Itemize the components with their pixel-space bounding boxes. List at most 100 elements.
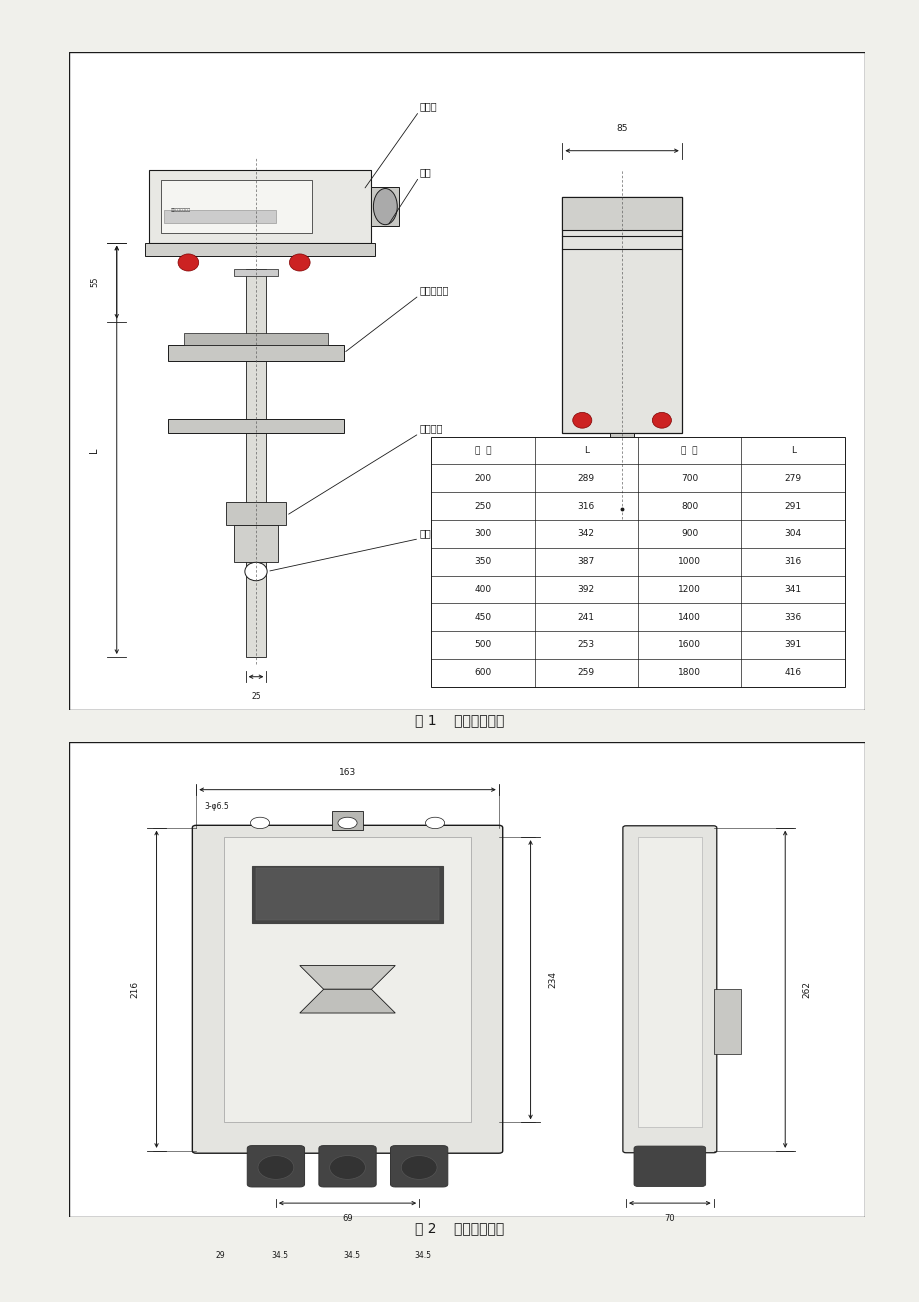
Text: 500: 500 bbox=[473, 641, 491, 650]
Bar bbox=[168, 345, 343, 361]
Text: 289: 289 bbox=[577, 474, 595, 483]
Bar bbox=[144, 242, 375, 256]
Text: 34.5: 34.5 bbox=[271, 1251, 288, 1259]
Text: 1600: 1600 bbox=[677, 641, 700, 650]
Bar bbox=[184, 333, 327, 345]
Text: 234: 234 bbox=[548, 971, 557, 988]
FancyBboxPatch shape bbox=[247, 1146, 304, 1187]
Text: 387: 387 bbox=[577, 557, 595, 566]
Bar bbox=[245, 270, 267, 658]
Circle shape bbox=[425, 818, 444, 828]
Text: 279: 279 bbox=[784, 474, 800, 483]
Text: 34.5: 34.5 bbox=[414, 1251, 431, 1259]
Bar bbox=[168, 419, 343, 434]
Text: 70: 70 bbox=[664, 1213, 675, 1223]
Bar bbox=[233, 526, 278, 561]
Text: 口  径: 口 径 bbox=[474, 447, 491, 456]
FancyBboxPatch shape bbox=[390, 1146, 448, 1187]
Text: 图 2    分离型转换器: 图 2 分离型转换器 bbox=[414, 1221, 505, 1234]
Text: 800: 800 bbox=[680, 501, 698, 510]
Text: 450: 450 bbox=[473, 613, 491, 621]
Text: 600: 600 bbox=[473, 668, 491, 677]
Bar bbox=[165, 210, 276, 223]
Text: 350: 350 bbox=[473, 557, 491, 566]
Bar bbox=[160, 180, 312, 233]
Text: 241: 241 bbox=[577, 613, 594, 621]
Text: 口  径: 口 径 bbox=[681, 447, 698, 456]
Circle shape bbox=[289, 254, 310, 271]
Text: 1000: 1000 bbox=[677, 557, 700, 566]
Text: 图 1    分离型传感器: 图 1 分离型传感器 bbox=[414, 713, 505, 727]
Ellipse shape bbox=[257, 1156, 293, 1180]
Text: 1400: 1400 bbox=[677, 613, 700, 621]
Text: 200: 200 bbox=[473, 474, 491, 483]
Text: 55: 55 bbox=[90, 277, 99, 288]
Polygon shape bbox=[300, 990, 395, 1013]
Text: 电极: 电极 bbox=[419, 529, 430, 539]
Bar bbox=[431, 436, 844, 686]
Text: 探头组件: 探头组件 bbox=[419, 423, 442, 434]
Bar bbox=[233, 270, 278, 276]
Bar bbox=[252, 866, 443, 923]
Text: 416: 416 bbox=[784, 668, 800, 677]
Text: 259: 259 bbox=[577, 668, 595, 677]
Bar bbox=[562, 197, 681, 229]
Bar bbox=[637, 837, 701, 1128]
Text: 1200: 1200 bbox=[677, 585, 700, 594]
Text: 900: 900 bbox=[680, 530, 698, 539]
Bar bbox=[225, 503, 286, 526]
Text: 300: 300 bbox=[473, 530, 491, 539]
Circle shape bbox=[337, 818, 357, 828]
Text: 连接杆组件: 连接杆组件 bbox=[419, 285, 448, 296]
Ellipse shape bbox=[329, 1156, 365, 1180]
Text: 316: 316 bbox=[784, 557, 801, 566]
Text: 304: 304 bbox=[784, 530, 800, 539]
Text: 291: 291 bbox=[784, 501, 800, 510]
Text: 250: 250 bbox=[473, 501, 491, 510]
Text: 700: 700 bbox=[680, 474, 698, 483]
Bar bbox=[149, 171, 371, 242]
FancyBboxPatch shape bbox=[319, 1146, 376, 1187]
Text: 29: 29 bbox=[215, 1251, 225, 1259]
Bar bbox=[609, 434, 633, 499]
Text: L: L bbox=[89, 447, 99, 453]
Text: 216: 216 bbox=[130, 980, 139, 997]
FancyBboxPatch shape bbox=[622, 825, 716, 1152]
Text: 253: 253 bbox=[577, 641, 595, 650]
Bar bbox=[224, 837, 471, 1122]
Text: 69: 69 bbox=[342, 1213, 353, 1223]
Text: L: L bbox=[789, 447, 795, 456]
Bar bbox=[255, 868, 438, 921]
FancyBboxPatch shape bbox=[192, 825, 502, 1154]
Text: 3-φ6.5: 3-φ6.5 bbox=[204, 802, 229, 811]
Bar bbox=[713, 990, 741, 1053]
Text: 34.5: 34.5 bbox=[343, 1251, 359, 1259]
Circle shape bbox=[178, 254, 199, 271]
Circle shape bbox=[244, 562, 267, 581]
Bar bbox=[562, 197, 681, 434]
Circle shape bbox=[573, 413, 591, 428]
Text: 1800: 1800 bbox=[677, 668, 700, 677]
Text: 400: 400 bbox=[473, 585, 491, 594]
Polygon shape bbox=[300, 966, 395, 990]
Text: 接线盒: 接线盒 bbox=[419, 102, 437, 111]
Text: 342: 342 bbox=[577, 530, 594, 539]
Ellipse shape bbox=[401, 1156, 437, 1180]
Text: 85: 85 bbox=[616, 124, 627, 133]
Text: 341: 341 bbox=[784, 585, 800, 594]
Text: 316: 316 bbox=[577, 501, 595, 510]
Text: 391: 391 bbox=[784, 641, 801, 650]
Text: 25: 25 bbox=[251, 691, 261, 700]
Circle shape bbox=[652, 413, 671, 428]
Circle shape bbox=[250, 818, 269, 828]
Text: 392: 392 bbox=[577, 585, 595, 594]
Bar bbox=[371, 187, 399, 227]
Bar bbox=[331, 811, 363, 831]
Text: L: L bbox=[584, 447, 588, 456]
Text: 336: 336 bbox=[784, 613, 801, 621]
Text: 262: 262 bbox=[802, 980, 811, 997]
Text: 163: 163 bbox=[338, 768, 356, 777]
Ellipse shape bbox=[373, 189, 397, 225]
Text: 插入式电磁流量计: 插入式电磁流量计 bbox=[170, 208, 190, 212]
Text: 铭牌: 铭牌 bbox=[419, 167, 430, 177]
